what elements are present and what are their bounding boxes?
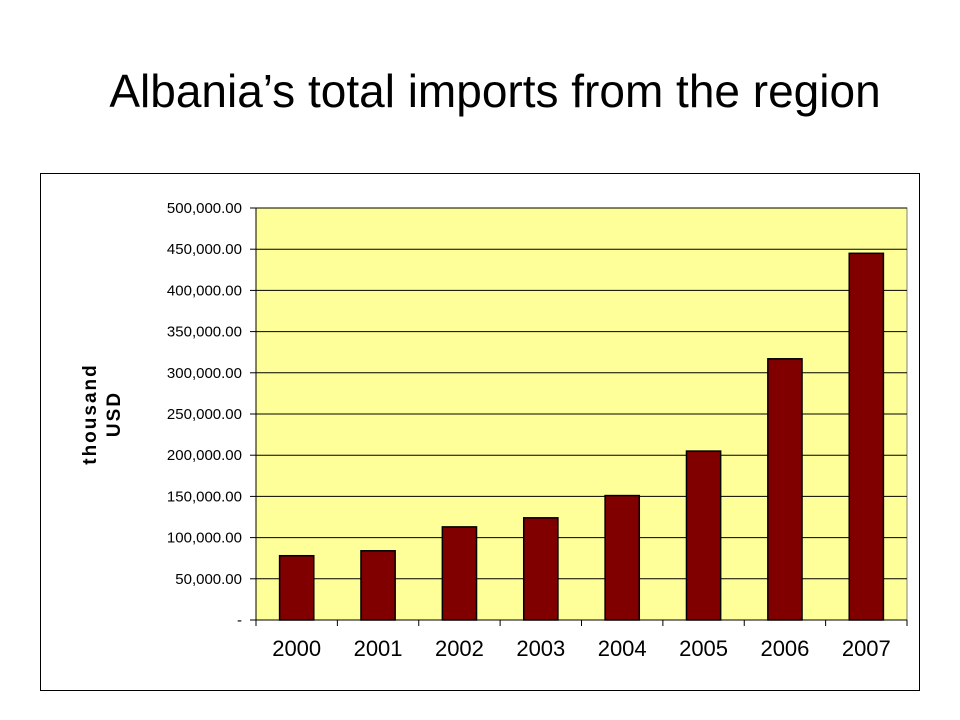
y-tick-label: 350,000.00 <box>167 324 242 341</box>
x-tick-labels: 2000 2001 2002 2003 2004 2005 2006 2007 <box>272 636 891 661</box>
y-tick-label: 200,000.00 <box>167 447 242 464</box>
x-tick-label: 2007 <box>842 636 891 661</box>
x-tick-label: 2002 <box>435 636 484 661</box>
bar-2005 <box>685 450 722 621</box>
bar-2004 <box>604 494 641 621</box>
y-tick-label: 150,000.00 <box>167 488 242 505</box>
y-axis-title-line: thousand <box>80 363 101 465</box>
bar-chart: - 50,000.00 100,000.00 150,000.00 200,000.00… <box>80 200 908 661</box>
bar-2003 <box>522 517 559 621</box>
x-tick-label: 2000 <box>272 636 321 661</box>
chart-frame: - 50,000.00 100,000.00 150,000.00 200,000.00… <box>40 173 920 691</box>
y-tick-label: 250,000.00 <box>167 406 242 423</box>
y-tick-label: 500,000.00 <box>167 200 242 217</box>
x-tick-label: 2001 <box>354 636 403 661</box>
bar-2002 <box>441 526 478 621</box>
y-axis-title-line: USD <box>104 391 125 437</box>
bar-2007 <box>848 252 885 621</box>
axes <box>250 207 908 626</box>
y-axis-title: thousand USD <box>80 363 125 465</box>
bar-2000 <box>278 554 315 621</box>
x-tick-label: 2005 <box>679 636 728 661</box>
y-tick-labels: - 50,000.00 100,000.00 150,000.00 200,000.00… <box>167 200 242 629</box>
slide-title: Albania’s total imports from the region <box>109 65 881 117</box>
y-tick-label: 50,000.00 <box>175 571 242 588</box>
y-tick-label: - <box>237 612 242 629</box>
x-tick-label: 2004 <box>598 636 647 661</box>
bar-2006 <box>767 358 803 621</box>
y-tick-label: 100,000.00 <box>167 530 242 547</box>
x-tick-label: 2006 <box>760 636 809 661</box>
bar-2001 <box>360 550 396 621</box>
x-tick-label: 2003 <box>516 636 565 661</box>
y-tick-label: 300,000.00 <box>167 365 242 382</box>
y-tick-label: 450,000.00 <box>167 241 242 258</box>
y-tick-label: 400,000.00 <box>167 282 242 299</box>
